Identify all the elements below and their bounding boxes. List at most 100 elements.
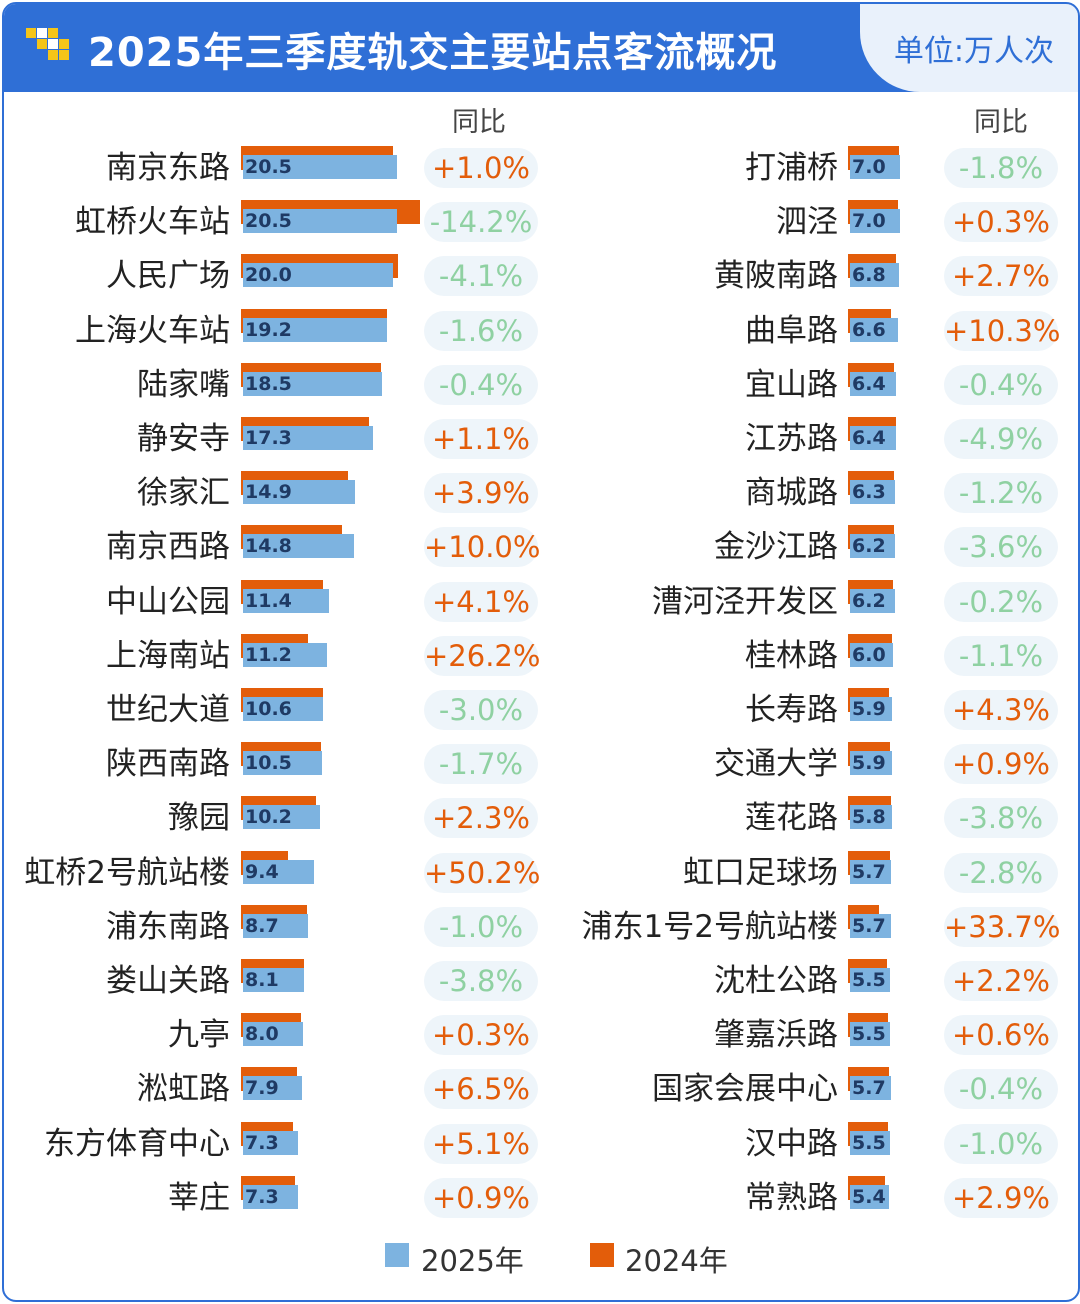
bar-value-label: 8.1	[245, 969, 279, 991]
station-label: 陆家嘴	[137, 366, 230, 403]
bar-2025	[850, 805, 892, 830]
station-label: 虹口足球场	[683, 854, 838, 891]
yoy-badge: +2.3%	[424, 798, 538, 839]
yoy-badge: +0.6%	[944, 1015, 1058, 1056]
bar-value-label: 17.3	[245, 427, 292, 449]
yoy-badge: +0.3%	[424, 1015, 538, 1056]
bar-value-label: 20.5	[245, 210, 292, 233]
yoy-badge: +2.7%	[944, 256, 1058, 297]
yoy-badge: +6.5%	[424, 1069, 538, 1110]
bar-value-label: 5.9	[852, 752, 886, 775]
unit-box	[860, 4, 1078, 92]
bar-value-label: 5.9	[852, 698, 886, 720]
bar-value-label: 10.5	[245, 752, 292, 775]
station-label: 南京东路	[106, 150, 230, 186]
bar-2025	[850, 209, 901, 234]
bar-value-label: 5.8	[852, 806, 886, 829]
bar-value-label: 7.9	[245, 1077, 279, 1100]
bar-2025	[243, 1184, 298, 1209]
station-label: 人民广场	[106, 258, 230, 295]
station-label: 曲阜路	[745, 312, 838, 349]
bar-2025	[850, 263, 899, 288]
station-label: 徐家汇	[137, 475, 230, 512]
yoy-header: 同比	[974, 107, 1028, 138]
yoy-badge: -2.8%	[944, 852, 1058, 893]
legend-swatch-2024	[590, 1243, 614, 1267]
yoy-badge: -0.4%	[424, 364, 538, 405]
bar-2025	[243, 642, 327, 667]
yoy-badge: +50.2%	[424, 852, 540, 893]
yoy-badge: -4.1%	[424, 256, 538, 297]
station-label: 长寿路	[745, 692, 838, 728]
bar-2025	[850, 480, 896, 505]
yoy-badge: -1.6%	[424, 310, 538, 351]
bar-2025	[243, 534, 354, 559]
bar-value-label: 7.0	[852, 210, 886, 233]
bar-value-label: 14.8	[245, 535, 292, 558]
yoy-badge: -3.8%	[424, 961, 538, 1001]
yoy-badge: -1.2%	[944, 473, 1058, 514]
station-label: 肇嘉浜路	[714, 1017, 838, 1054]
bar-2025	[243, 426, 373, 450]
bar-value-label: 10.6	[245, 698, 292, 720]
station-label: 江苏路	[745, 421, 838, 457]
bar-2025	[243, 317, 387, 342]
yoy-badge: +0.9%	[944, 744, 1058, 785]
bar-2025	[243, 805, 320, 830]
legend-swatch-2025	[385, 1243, 409, 1267]
bar-2025	[243, 1022, 303, 1047]
yoy-badge: +4.3%	[944, 690, 1058, 730]
station-label: 上海火车站	[75, 312, 230, 349]
yoy-badge: +5.1%	[424, 1123, 538, 1164]
station-label: 中山公园	[106, 583, 230, 620]
yoy-badge: +1.1%	[424, 419, 538, 459]
station-label: 浦东南路	[106, 908, 230, 945]
bar-2025	[243, 371, 382, 396]
yoy-badge: +10.0%	[424, 527, 540, 568]
yoy-badge: +0.9%	[424, 1177, 538, 1218]
bar-2025	[243, 1130, 298, 1155]
station-label: 桂林路	[745, 637, 838, 674]
unit-label: 单位:万人次	[893, 34, 1054, 69]
bar-value-label: 7.3	[245, 1131, 279, 1154]
bar-2025	[850, 913, 892, 938]
station-label: 莘庄	[168, 1179, 230, 1216]
yoy-badge: +4.1%	[424, 581, 538, 622]
bar-value-label: 20.5	[245, 156, 292, 178]
yoy-badge: -1.7%	[424, 744, 538, 785]
yoy-badge: -3.0%	[424, 690, 538, 730]
yoy-badge: +3.9%	[424, 473, 538, 514]
bar-2025	[243, 697, 323, 721]
station-label: 国家会展中心	[652, 1071, 838, 1108]
bar-value-label: 6.8	[852, 264, 886, 287]
bar-2025	[850, 1184, 889, 1209]
bar-value-label: 5.7	[852, 860, 886, 883]
yoy-badge: -14.2%	[424, 202, 538, 243]
bar-2025	[243, 263, 393, 288]
bar-value-label: 6.3	[852, 481, 886, 504]
station-label: 上海南站	[106, 637, 230, 674]
header-bar: 2025年三季度轨交主要站点客流概况 单位:万人次	[4, 4, 1078, 92]
bar-value-label: 14.9	[245, 481, 292, 504]
station-label: 黄陂南路	[714, 258, 838, 295]
station-label: 沈杜公路	[714, 963, 838, 999]
legend-label-2025: 2025年	[421, 1244, 524, 1278]
station-label: 交通大学	[714, 746, 838, 783]
station-label: 打浦桥	[745, 150, 838, 186]
bar-value-label: 6.4	[852, 427, 886, 449]
bar-2025	[850, 751, 893, 776]
bar-value-label: 6.2	[852, 535, 886, 558]
yoy-badge: -1.1%	[944, 635, 1058, 676]
bar-2025	[850, 697, 893, 721]
bar-2025	[850, 155, 901, 179]
bar-2025	[850, 317, 898, 342]
bar-value-label: 7.3	[245, 1185, 279, 1208]
bar-value-label: 6.0	[852, 643, 886, 666]
yoy-badge: +26.2%	[424, 635, 540, 676]
yoy-badge: +10.3%	[944, 310, 1060, 351]
station-label: 陕西南路	[106, 746, 230, 783]
bar-value-label: 6.6	[852, 318, 886, 341]
yoy-badge: +33.7%	[944, 906, 1060, 947]
station-label: 泗泾	[776, 204, 838, 241]
bar-2025	[243, 968, 304, 992]
